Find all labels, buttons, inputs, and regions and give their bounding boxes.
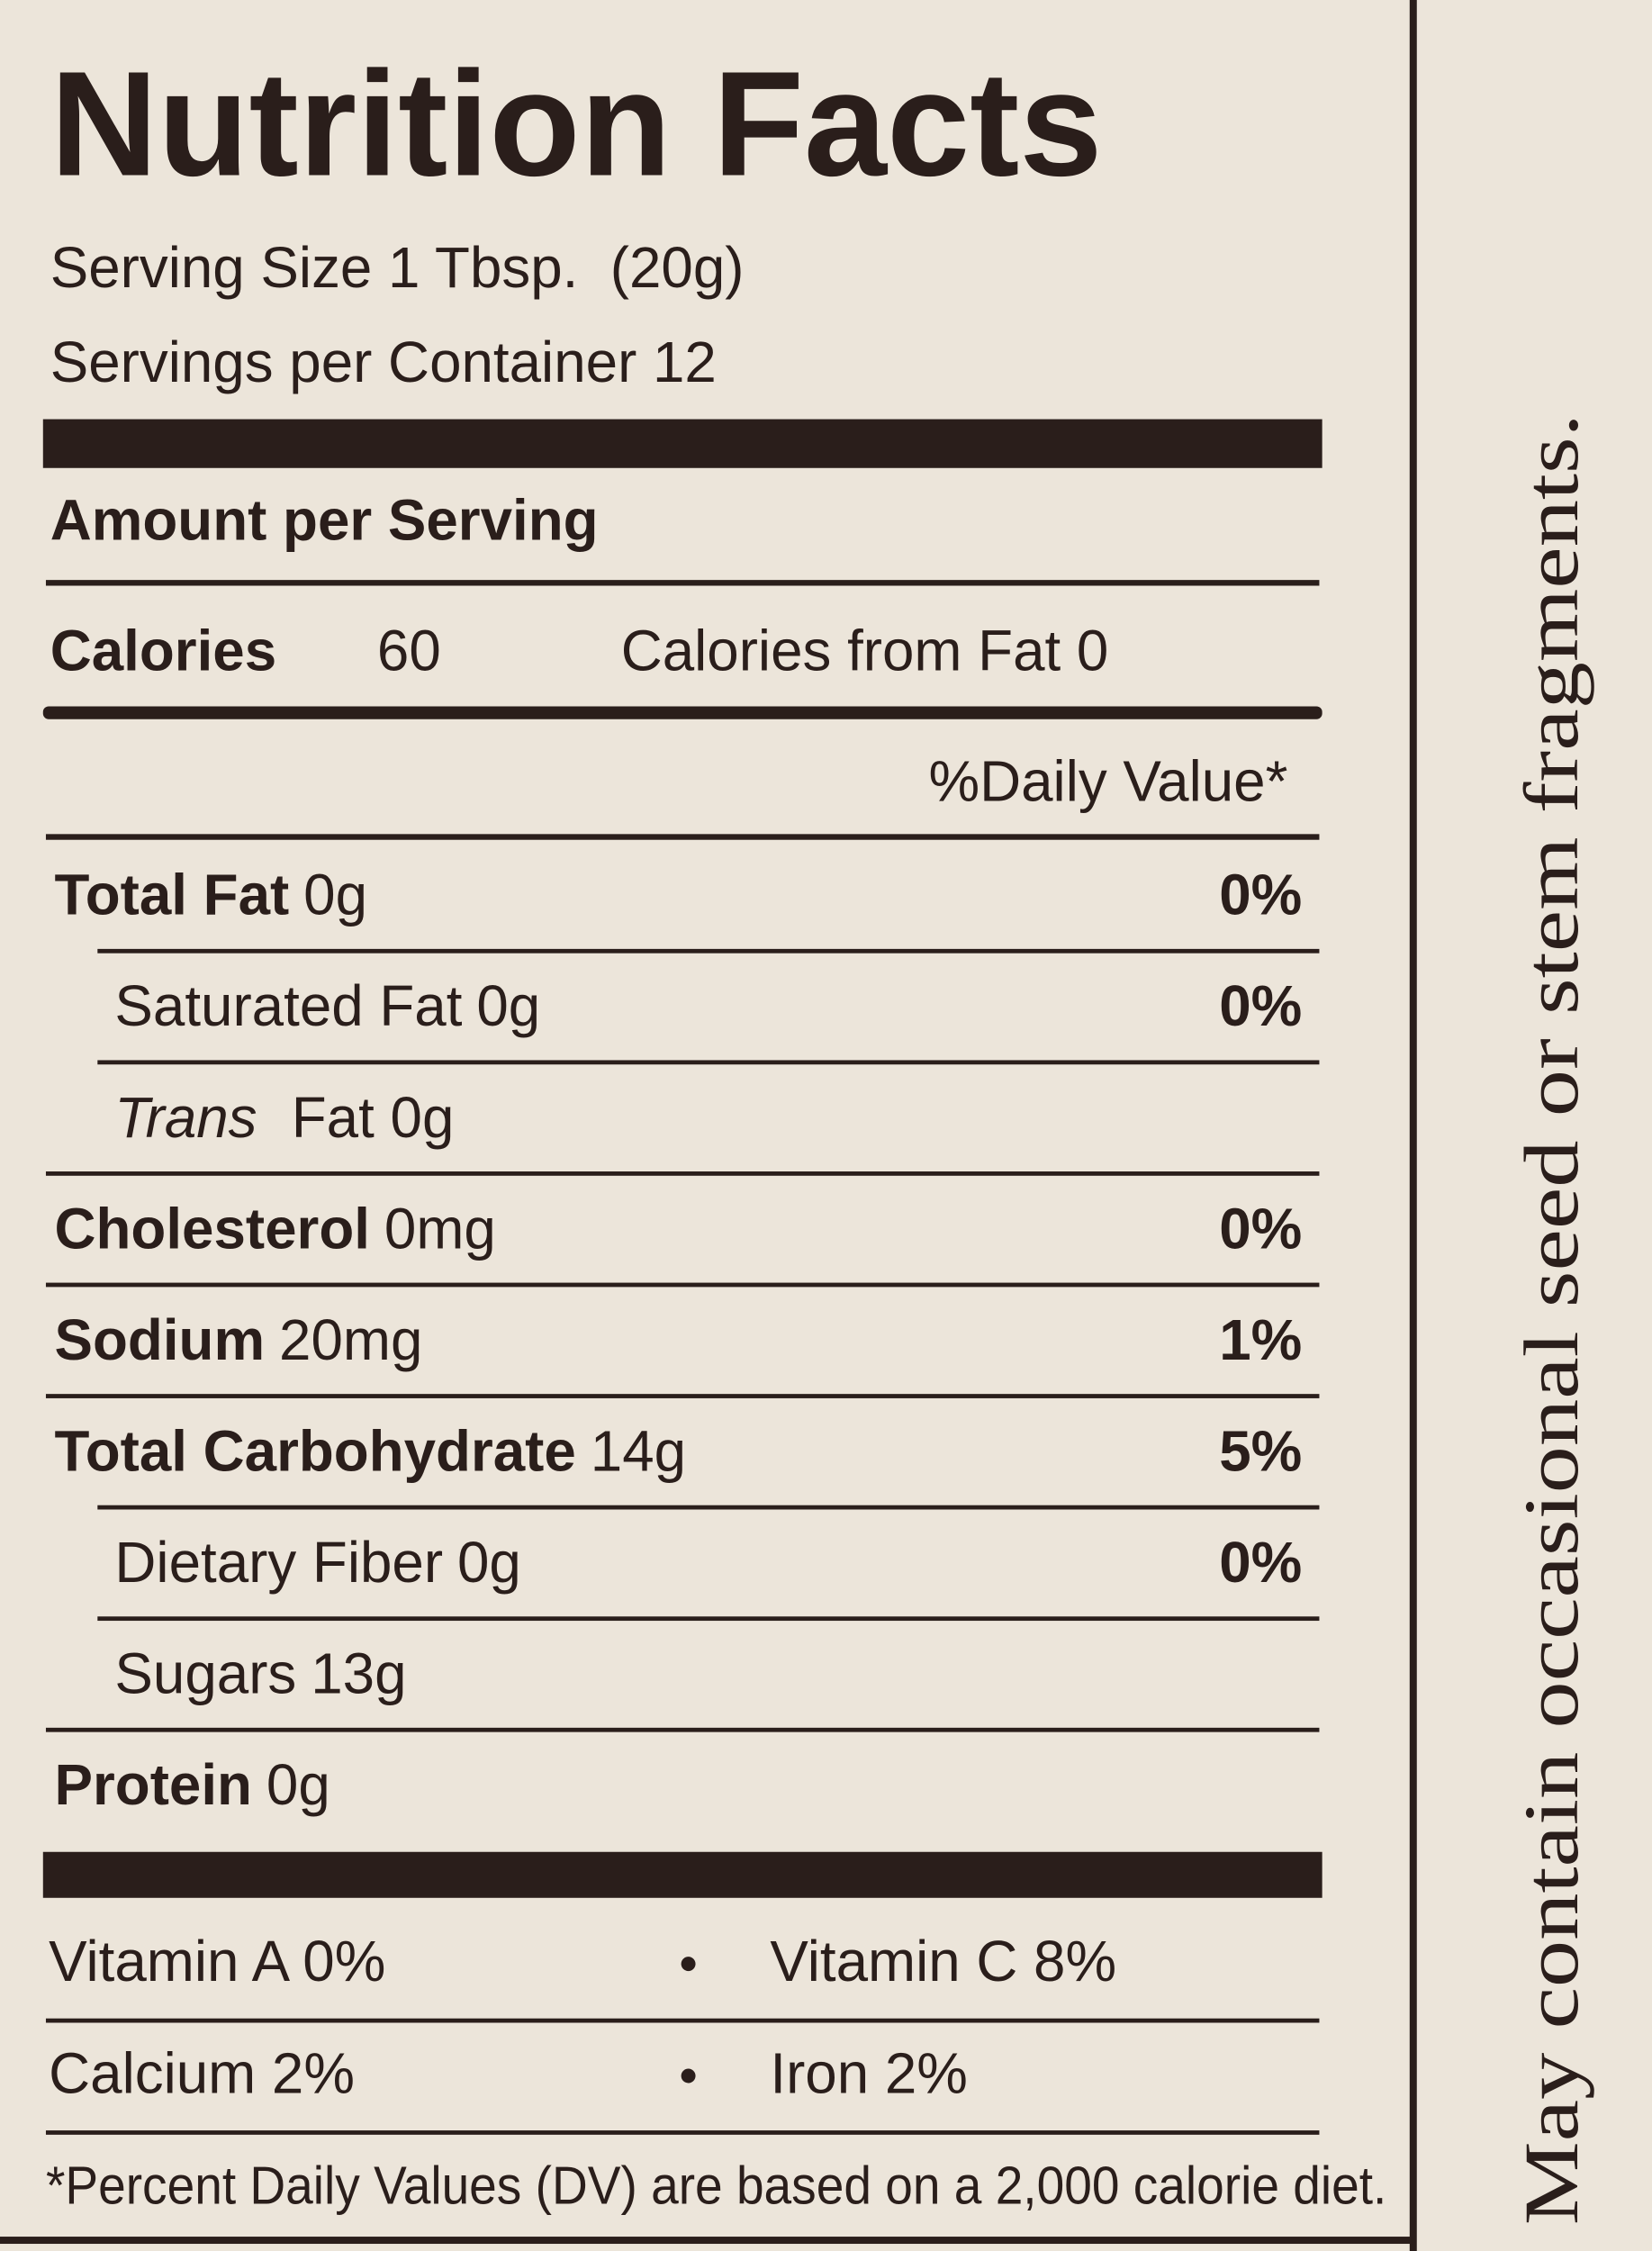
nutrient-row: Total Carbohydrate 14g: [55, 1418, 687, 1483]
nutrient-name: Sugars: [114, 1641, 296, 1706]
rule: [45, 2018, 1320, 2023]
nutrient-name: Sodium: [55, 1307, 266, 1372]
nutrient-row: Total Fat 0g: [55, 863, 368, 927]
nutrient-amount: Fat 0g: [292, 1085, 455, 1150]
rule: [45, 1727, 1320, 1732]
rule: [97, 1060, 1320, 1065]
nutrient-amount: 0g: [457, 1530, 521, 1595]
rule: [45, 1171, 1320, 1176]
nutrient-name: Dietary Fiber: [114, 1530, 443, 1595]
calories-label: Calories: [50, 619, 276, 683]
thick-bar: [42, 419, 1323, 468]
rule: [45, 580, 1320, 586]
footnote: *Percent Daily Values (DV) are based on …: [46, 2156, 1386, 2215]
nutrient-dv: 0%: [1219, 1530, 1302, 1595]
dv-header: %Daily Value*: [928, 749, 1287, 814]
nutrient-rows: Total Fat 0g 0%Saturated Fat 0g 0%Trans Fat 0…: [45, 863, 1320, 1817]
nutrient-name: Trans: [114, 1085, 257, 1150]
rule: [45, 2130, 1320, 2135]
bullet: [681, 2068, 696, 2084]
rule: [45, 1394, 1320, 1398]
bullet: [681, 1957, 696, 1972]
side-note: May contain occasional seed or stem frag…: [1508, 413, 1594, 2225]
nutrient-dv: 1%: [1219, 1307, 1302, 1372]
amount-header: Amount per Serving: [50, 487, 599, 552]
nutrient-row: Protein 0g: [55, 1752, 330, 1817]
nutrient-row: Cholesterol 0mg: [55, 1196, 496, 1261]
nutrient-dv: 0%: [1219, 863, 1302, 927]
nutrient-name: Saturated Fat: [114, 973, 462, 1038]
nutrient-dv: 0%: [1219, 973, 1302, 1038]
rule: [97, 948, 1320, 954]
title: Nutrition Facts: [50, 41, 1103, 207]
border-bottom: [0, 2237, 1413, 2245]
vitamin-right: Vitamin C 8%: [770, 1929, 1116, 1993]
serving-size: Serving Size 1 Tbsp. (20g): [50, 235, 745, 300]
rule: [45, 834, 1320, 840]
rule: [97, 1616, 1320, 1622]
nutrient-amount: 0g: [266, 1752, 330, 1817]
nutrient-dv: 0%: [1219, 1196, 1302, 1261]
border-right: [1409, 0, 1417, 2251]
nutrient-amount: 13g: [311, 1641, 406, 1706]
thick-bar: [42, 1851, 1323, 1898]
vitamin-rows: Vitamin A 0% Vitamin C 8% Calcium 2% Iron 2…: [45, 1929, 1320, 2135]
medium-bar: [42, 706, 1323, 719]
nutrient-name: Total Fat: [55, 863, 290, 927]
nutrient-amount: 20mg: [279, 1307, 422, 1372]
nutrient-row: Saturated Fat 0g: [114, 973, 540, 1038]
nutrient-name: Cholesterol: [55, 1196, 370, 1261]
calories-from-fat: Calories from Fat 0: [621, 619, 1109, 683]
nutrient-row: Trans Fat 0g: [114, 1085, 454, 1150]
vitamin-right: Iron 2%: [770, 2041, 968, 2106]
nutrient-dv: 5%: [1219, 1418, 1302, 1483]
nutrient-amount: 0g: [303, 863, 367, 927]
nutrient-amount: 14g: [591, 1418, 686, 1483]
nutrient-row: Sugars 13g: [114, 1641, 406, 1706]
nutrient-amount: 0g: [476, 973, 540, 1038]
vitamin-left: Calcium 2%: [49, 2041, 355, 2106]
vitamin-left: Vitamin A 0%: [49, 1929, 385, 1993]
servings-per-container: Servings per Container 12: [50, 330, 717, 394]
nutrient-row: Sodium 20mg: [55, 1307, 423, 1372]
nutrient-name: Total Carbohydrate: [55, 1418, 576, 1483]
nutrient-name: Protein: [55, 1752, 252, 1817]
nutrient-amount: 0mg: [384, 1196, 496, 1261]
rule: [45, 1282, 1320, 1288]
rule: [97, 1505, 1320, 1510]
nutrient-row: Dietary Fiber 0g: [114, 1530, 520, 1595]
calories-value: 60: [377, 619, 441, 683]
